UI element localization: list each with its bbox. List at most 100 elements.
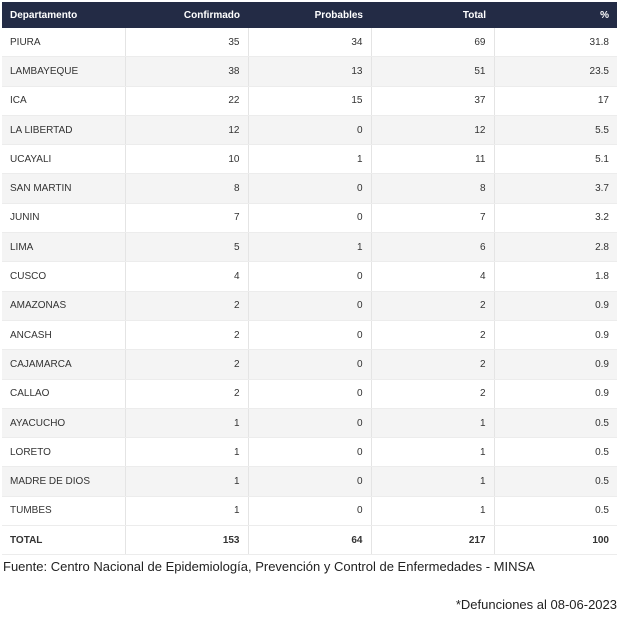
table-cell: 0.9 [494,379,617,409]
table-row: LIMA 5 1 6 2.8 [2,232,617,263]
table-cell: 2 [371,349,495,380]
table-cell: 6 [371,232,495,263]
table-body: PIURA 35 34 69 31.8 LAMBAYEQUE 38 13 51 23.5 ICA 22… [2,28,617,556]
total-cell: 100 [494,525,617,556]
table-cell: 0 [248,261,372,292]
table-cell: 12 [371,115,495,146]
note-text: *Defunciones al 08-06-2023 [455,597,617,612]
table-cell: 2 [125,320,249,351]
table-cell: 1.8 [494,261,617,292]
table-cell: 31.8 [494,28,617,58]
table-cell: 0.9 [494,291,617,321]
header-cell: % [494,2,617,28]
table-row: CUSCO 4 0 4 1.8 [2,261,617,292]
table-cell: 35 [125,28,249,58]
data-table: Departamento Confirmado Probables Total% PI… [2,2,617,556]
table-cell: 2.8 [494,232,617,263]
table-cell: LORETO [2,437,126,468]
table-row: LORETO 1 0 1 0.5 [2,437,617,468]
table-cell: 0 [248,466,372,497]
table-cell: 1 [371,408,495,439]
table-row: SAN MARTIN 8 0 8 3.7 [2,173,617,204]
table-cell: 8 [371,173,495,204]
table-cell: 4 [371,261,495,292]
table-cell: 1 [371,437,495,468]
table-cell: 1 [248,232,372,263]
table-cell: ANCASH [2,320,126,351]
table-cell: 2 [125,291,249,321]
table-cell: 0 [248,379,372,409]
table-cell: 3.2 [494,203,617,234]
table-row: JUNIN 7 0 7 3.2 [2,203,617,234]
table-cell: 7 [371,203,495,234]
table-cell: 5.1 [494,144,617,175]
table-cell: 37 [371,86,495,116]
table-cell: 34 [248,28,372,58]
table-cell: 2 [371,291,495,321]
table-cell: AYACUCHO [2,408,126,439]
table-cell: 1 [125,408,249,439]
header-cell: Departamento [2,2,125,28]
table-cell: 7 [125,203,249,234]
table-cell: 8 [125,173,249,204]
table-cell: 17 [494,86,617,116]
table-cell: 10 [125,144,249,175]
table-cell: CAJAMARCA [2,349,126,380]
table-cell: 0 [248,320,372,351]
table-cell: CALLAO [2,379,126,409]
table-cell: 1 [248,144,372,175]
table-cell: SAN MARTIN [2,173,126,204]
table-cell: 11 [371,144,495,175]
table-cell: 38 [125,56,249,87]
table-cell: 0 [248,173,372,204]
table-cell: LAMBAYEQUE [2,56,126,87]
table-cell: LA LIBERTAD [2,115,126,146]
table-cell: 1 [371,496,495,527]
table-cell: 0 [248,408,372,439]
table-row: CAJAMARCA 2 0 2 0.9 [2,349,617,380]
table-cell: 0 [248,437,372,468]
total-cell: 217 [371,525,495,556]
table-cell: 51 [371,56,495,87]
table-cell: LIMA [2,232,126,263]
table-cell: UCAYALI [2,144,126,175]
table-cell: MADRE DE DIOS [2,466,126,497]
table-row: CALLAO 2 0 2 0.9 [2,379,617,409]
table-cell: 1 [371,466,495,497]
table-cell: 2 [371,379,495,409]
table-cell: 0 [248,496,372,527]
table-row: PIURA 35 34 69 31.8 [2,28,617,58]
total-cell: 64 [248,525,372,556]
table-cell: 1 [125,437,249,468]
table-cell: TUMBES [2,496,126,527]
table-cell: CUSCO [2,261,126,292]
table-cell: 23.5 [494,56,617,87]
table-cell: ICA [2,86,126,116]
total-cell: TOTAL [2,525,126,556]
table-cell: 0.9 [494,349,617,380]
table-row: LAMBAYEQUE 38 13 51 23.5 [2,56,617,87]
table-cell: JUNIN [2,203,126,234]
table-cell: 2 [371,320,495,351]
table-cell: 2 [125,349,249,380]
table-cell: AMAZONAS [2,291,126,321]
table-cell: 0.5 [494,496,617,527]
table-row: AYACUCHO 1 0 1 0.5 [2,408,617,439]
header-cell: Confirmado [125,2,248,28]
source-text: Fuente: Centro Nacional de Epidemiología… [3,559,535,574]
table-row: AMAZONAS 2 0 2 0.9 [2,291,617,321]
table-cell: 1 [125,466,249,497]
table-cell: 0 [248,349,372,380]
table-cell: 69 [371,28,495,58]
table-cell: 13 [248,56,372,87]
table-cell: 0 [248,115,372,146]
table-cell: 0 [248,203,372,234]
table-cell: 2 [125,379,249,409]
table-cell: 15 [248,86,372,116]
table-cell: 5 [125,232,249,263]
table-row: MADRE DE DIOS 1 0 1 0.5 [2,466,617,497]
table-cell: 0.9 [494,320,617,351]
table-cell: PIURA [2,28,126,58]
table-row: UCAYALI 10 1 11 5.1 [2,144,617,175]
